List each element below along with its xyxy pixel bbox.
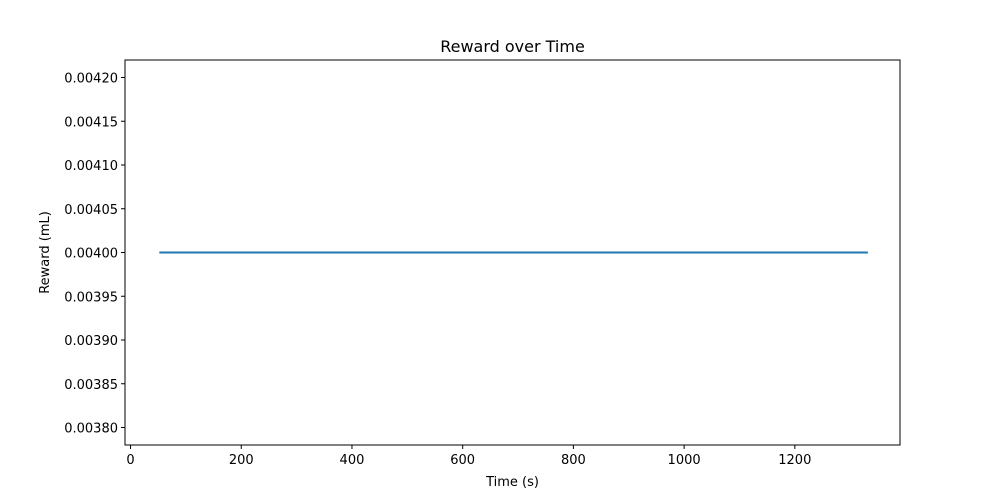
x-tick-label: 200 [229, 453, 254, 468]
x-tick-label: 1200 [778, 453, 811, 468]
y-tick-label: 0.00405 [64, 203, 118, 218]
y-tick-label: 0.00415 [64, 115, 118, 130]
x-axis-label: Time (s) [485, 475, 539, 490]
y-tick-label: 0.00420 [64, 72, 118, 87]
y-tick-label: 0.00380 [64, 422, 118, 437]
x-tick-label: 400 [340, 453, 365, 468]
y-tick-label: 0.00385 [64, 378, 118, 393]
x-tick-label: 0 [126, 453, 134, 468]
y-tick-label: 0.00395 [64, 290, 118, 305]
y-axis-label: Reward (mL) [38, 211, 53, 294]
x-axis: 0 200 400 600 800 1000 1200 [126, 445, 811, 468]
chart-title: Reward over Time [440, 37, 585, 56]
y-tick-label: 0.00390 [64, 334, 118, 349]
x-tick-label: 1000 [668, 453, 701, 468]
x-tick-label: 800 [561, 453, 586, 468]
y-tick-label: 0.00410 [64, 159, 118, 174]
x-tick-label: 600 [450, 453, 475, 468]
y-tick-label: 0.00400 [64, 247, 118, 262]
y-axis: 0.00380 0.00385 0.00390 0.00395 0.00400 0.004… [64, 72, 125, 437]
